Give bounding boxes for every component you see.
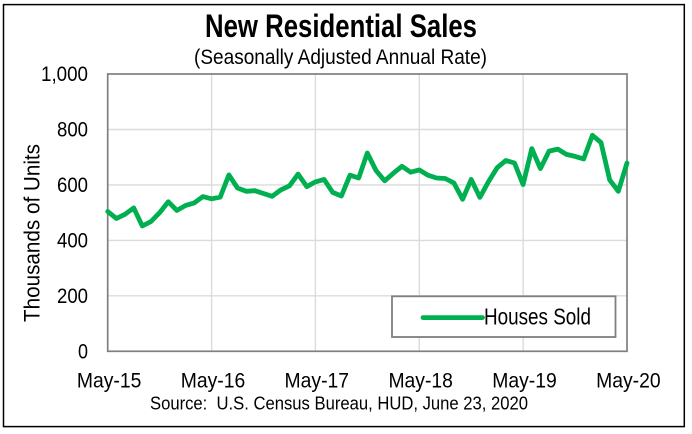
svg-text:400: 400: [57, 228, 88, 252]
svg-text:1,000: 1,000: [41, 62, 88, 86]
svg-text:(Seasonally Adjusted Annual Ra: (Seasonally Adjusted Annual Rate): [194, 46, 487, 69]
svg-text:May-20: May-20: [596, 370, 661, 393]
svg-text:May-17: May-17: [285, 370, 350, 393]
svg-text:Thousands of Units: Thousands of Units: [20, 144, 45, 322]
svg-text:Source: U.S. Census Bureau, H: Source: U.S. Census Bureau, HUD, June 23…: [150, 393, 528, 413]
svg-text:May-15: May-15: [77, 370, 142, 393]
svg-text:600: 600: [57, 173, 88, 197]
svg-text:New Residential Sales: New Residential Sales: [205, 8, 477, 44]
svg-text:800: 800: [57, 118, 88, 142]
svg-text:May-18: May-18: [388, 370, 453, 393]
svg-text:May-19: May-19: [492, 370, 557, 393]
svg-text:0: 0: [78, 339, 88, 363]
svg-text:200: 200: [57, 284, 88, 308]
svg-text:Houses Sold: Houses Sold: [484, 304, 591, 330]
svg-text:May-16: May-16: [181, 370, 246, 393]
